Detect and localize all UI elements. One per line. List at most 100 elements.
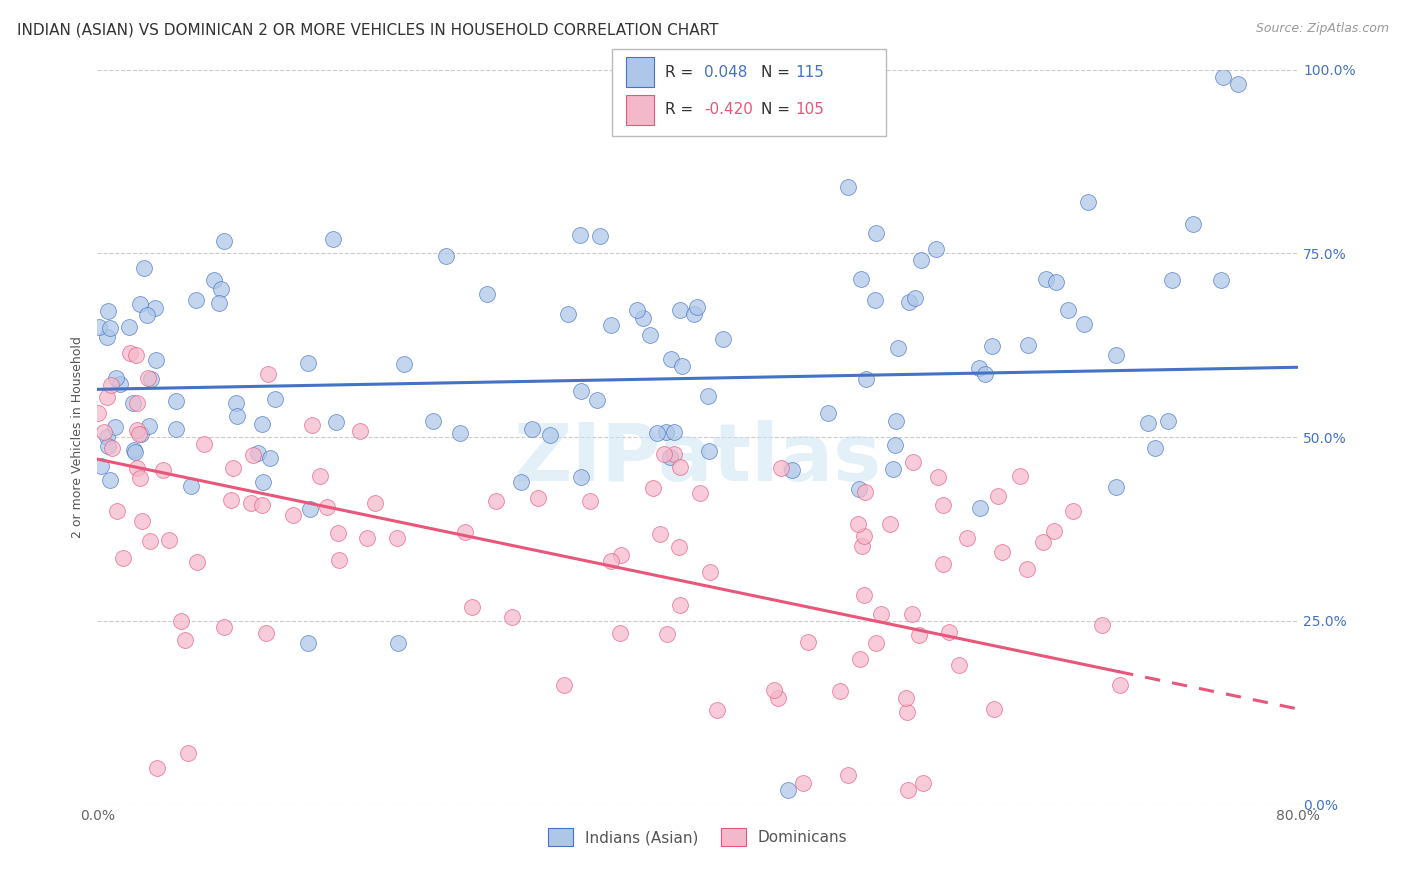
Text: INDIAN (ASIAN) VS DOMINICAN 2 OR MORE VEHICLES IN HOUSEHOLD CORRELATION CHART: INDIAN (ASIAN) VS DOMINICAN 2 OR MORE VE… (17, 22, 718, 37)
Point (509, 475, 531, 490)
Point (97, 438, 120, 452)
Point (569, 470, 592, 484)
Point (309, 468, 332, 483)
Point (219, 493, 242, 508)
Point (697, 444, 720, 458)
Point (981, 339, 1004, 353)
Text: 0.048: 0.048 (704, 65, 748, 79)
Point (475, 287, 498, 301)
Point (987, 489, 1010, 503)
Text: R =: R = (665, 65, 699, 79)
Point (128, 427, 150, 442)
Point (157, 533, 180, 547)
Point (853, 484, 876, 499)
Point (599, 554, 621, 568)
Point (837, 180, 859, 194)
Point (449, 425, 471, 440)
Point (98, 320, 121, 334)
Point (97, 303, 120, 318)
Point (931, 499, 953, 513)
Point (100, 441, 122, 455)
Point (1227, 77, 1250, 91)
Point (281, 508, 304, 522)
Point (938, 625, 960, 640)
Point (852, 529, 875, 543)
Point (328, 553, 350, 567)
Point (246, 446, 269, 460)
Point (697, 389, 720, 403)
Point (252, 475, 274, 490)
Point (387, 636, 409, 650)
Point (830, 684, 852, 698)
Point (122, 443, 145, 458)
Point (932, 557, 955, 571)
Point (297, 636, 319, 650)
Point (669, 302, 692, 317)
Point (1077, 194, 1099, 209)
Point (910, 253, 932, 268)
Point (1161, 273, 1184, 287)
Point (264, 392, 287, 406)
Point (1157, 414, 1180, 428)
Point (176, 746, 198, 760)
Point (668, 540, 690, 554)
Point (837, 768, 859, 782)
Point (849, 651, 872, 665)
Text: -0.420: -0.420 (704, 103, 754, 117)
Point (250, 417, 273, 431)
Point (254, 625, 277, 640)
Point (669, 598, 692, 612)
Point (93, 425, 115, 439)
Point (1212, 70, 1234, 84)
Point (817, 406, 839, 420)
Point (298, 501, 321, 516)
Point (569, 384, 592, 398)
Point (202, 273, 225, 287)
Point (609, 548, 631, 562)
Point (898, 294, 921, 309)
Point (100, 378, 122, 392)
Point (865, 227, 887, 241)
Point (111, 551, 134, 566)
Point (316, 500, 339, 514)
Point (901, 607, 924, 622)
Point (973, 368, 995, 382)
Point (356, 532, 378, 546)
Point (105, 504, 128, 518)
Point (520, 422, 543, 436)
Point (683, 307, 706, 321)
Point (650, 527, 672, 541)
Point (638, 327, 661, 342)
Y-axis label: 2 or more Vehicles in Household: 2 or more Vehicles in Household (72, 336, 84, 538)
Point (770, 460, 793, 475)
Point (118, 319, 141, 334)
Point (983, 702, 1005, 716)
Point (706, 703, 728, 717)
Point (145, 353, 167, 368)
Point (609, 626, 631, 640)
Point (364, 496, 387, 510)
Point (1143, 442, 1166, 456)
Point (96, 390, 118, 404)
Point (108, 376, 131, 391)
Point (908, 628, 931, 642)
Point (136, 308, 159, 322)
Point (146, 761, 169, 775)
Point (1056, 302, 1078, 317)
Point (325, 415, 347, 429)
Point (1104, 348, 1126, 362)
Point (152, 462, 174, 476)
Point (1032, 535, 1054, 549)
Point (225, 409, 247, 424)
Point (250, 498, 273, 512)
Point (792, 775, 814, 789)
Point (654, 447, 676, 461)
Point (600, 318, 623, 332)
Point (686, 300, 709, 314)
Point (699, 565, 721, 579)
Point (297, 356, 319, 370)
Point (242, 448, 264, 462)
Point (138, 418, 160, 433)
Point (422, 413, 444, 427)
Point (948, 657, 970, 672)
